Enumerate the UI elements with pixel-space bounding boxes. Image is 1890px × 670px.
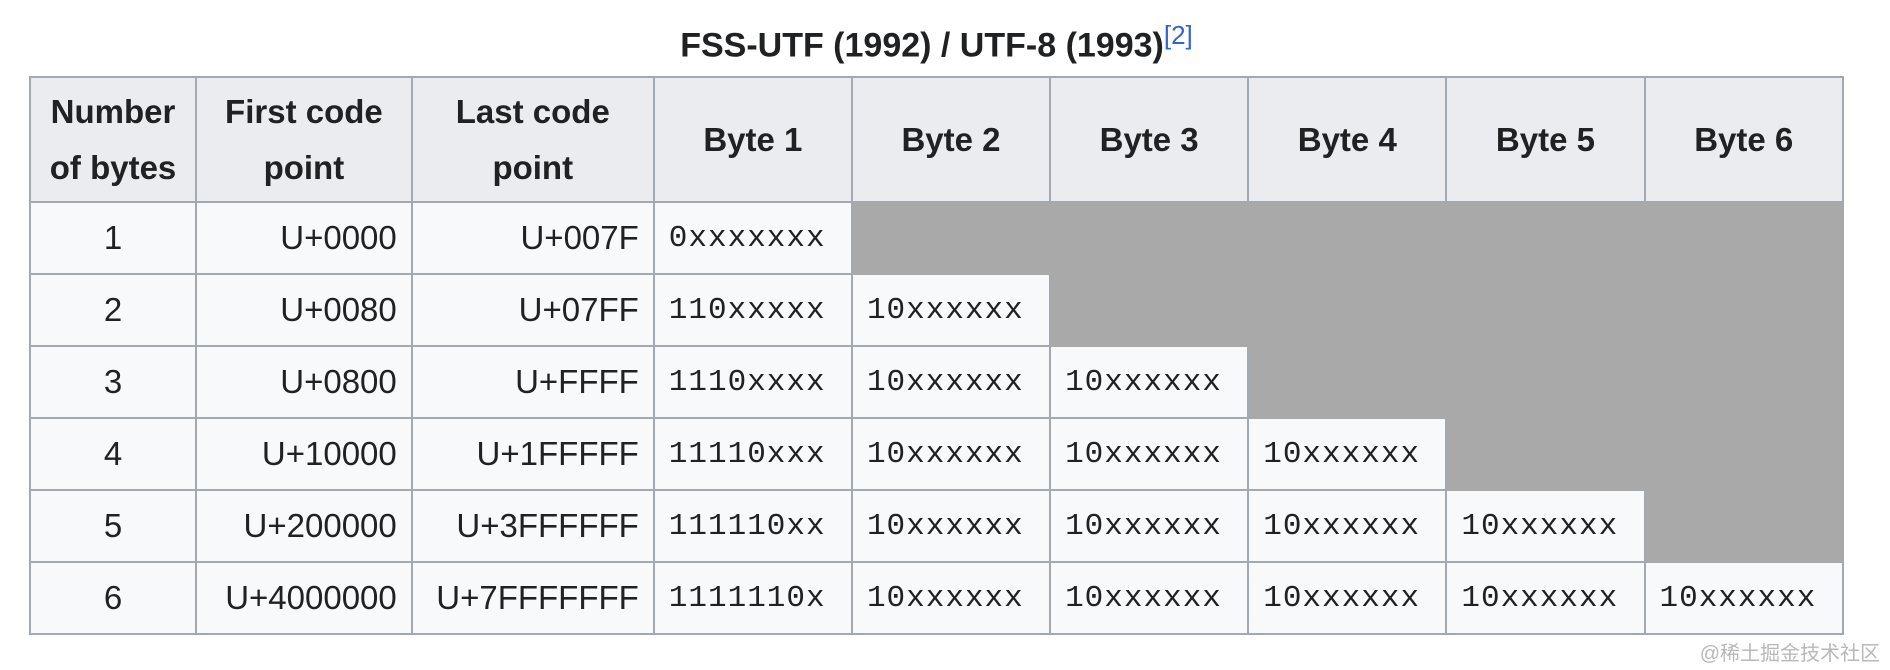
byte-cell: 10xxxxxx: [850, 561, 1052, 635]
byte-cell: 10xxxxxx: [1049, 345, 1250, 419]
unused-byte-cell: [1445, 345, 1646, 419]
first-code-point-cell: U+0080: [195, 273, 413, 347]
last-code-point-cell: U+007F: [410, 201, 655, 275]
caption-title: FSS-UTF (1992) / UTF-8 (1993): [680, 26, 1164, 65]
number-of-bytes-cell: 1: [28, 201, 198, 275]
byte-cell: 10xxxxxx: [1445, 561, 1646, 635]
byte-cell: 1111110x: [652, 561, 853, 635]
table-row: 4 U+10000 U+1FFFFF 11110xxx 10xxxxxx 10xxxxxx…: [28, 417, 1844, 491]
utf8-encoding-table: Number of bytes First code point Last code…: [28, 76, 1844, 635]
unused-byte-cell: [1445, 417, 1646, 491]
last-code-point-cell: U+3FFFFFF: [410, 489, 655, 563]
unused-byte-cell: [1643, 201, 1844, 275]
unused-byte-cell: [1643, 273, 1844, 347]
unused-byte-cell: [1643, 417, 1844, 491]
column-header: Byte 4: [1247, 76, 1448, 203]
byte-cell: 10xxxxxx: [1445, 489, 1646, 563]
unused-byte-cell: [1247, 273, 1448, 347]
byte-cell: 111110xx: [652, 489, 853, 563]
column-header: Last code point: [410, 76, 655, 203]
reference-link[interactable]: [2]: [1163, 20, 1193, 50]
number-of-bytes-cell: 6: [28, 561, 198, 635]
byte-cell: 11110xxx: [652, 417, 853, 491]
unused-byte-cell: [1049, 273, 1250, 347]
last-code-point-cell: U+07FF: [410, 273, 655, 347]
table-row: 3 U+0800 U+FFFF 1110xxxx 10xxxxxx 10xxxxxx: [28, 345, 1844, 419]
unused-byte-cell: [1643, 489, 1844, 563]
watermark: @稀土掘金技术社区: [1699, 643, 1880, 665]
table-row: 1 U+0000 U+007F 0xxxxxxx: [28, 201, 1844, 275]
byte-cell: 10xxxxxx: [850, 417, 1052, 491]
byte-cell: 10xxxxxx: [1049, 417, 1250, 491]
first-code-point-cell: U+200000: [195, 489, 413, 563]
unused-byte-cell: [1247, 201, 1448, 275]
column-header: Byte 5: [1445, 76, 1646, 203]
number-of-bytes-cell: 4: [28, 417, 198, 491]
header-row: Number of bytes First code point Last code…: [28, 76, 1844, 203]
byte-cell: 10xxxxxx: [850, 489, 1052, 563]
column-header: Byte 6: [1643, 76, 1844, 203]
first-code-point-cell: U+0800: [195, 345, 413, 419]
byte-cell: 10xxxxxx: [1247, 417, 1448, 491]
byte-cell: 10xxxxxx: [1247, 489, 1448, 563]
byte-cell: 10xxxxxx: [1247, 561, 1448, 635]
unused-byte-cell: [1247, 345, 1448, 419]
first-code-point-cell: U+4000000: [195, 561, 413, 635]
table-caption: FSS-UTF (1992) / UTF-8 (1993)[2]: [29, 20, 1844, 65]
number-of-bytes-cell: 5: [28, 489, 198, 563]
column-header: First code point: [195, 76, 413, 203]
unused-byte-cell: [1445, 273, 1646, 347]
last-code-point-cell: U+1FFFFF: [410, 417, 655, 491]
byte-cell: 10xxxxxx: [850, 273, 1052, 347]
column-header: Number of bytes: [28, 76, 198, 203]
unused-byte-cell: [1643, 345, 1844, 419]
first-code-point-cell: U+10000: [195, 417, 413, 491]
byte-cell: 10xxxxxx: [1643, 561, 1844, 635]
last-code-point-cell: U+FFFF: [410, 345, 655, 419]
byte-cell: 10xxxxxx: [850, 345, 1052, 419]
byte-cell: 110xxxxx: [652, 273, 853, 347]
table-row: 2 U+0080 U+07FF 110xxxxx 10xxxxxx: [28, 273, 1844, 347]
column-header: Byte 3: [1049, 76, 1250, 203]
number-of-bytes-cell: 3: [28, 345, 198, 419]
table-row: 6 U+4000000 U+7FFFFFFF 1111110x 10xxxxxx 10xx…: [28, 561, 1844, 635]
byte-cell: 1110xxxx: [652, 345, 853, 419]
last-code-point-cell: U+7FFFFFFF: [410, 561, 655, 635]
column-header: Byte 1: [652, 76, 853, 203]
byte-cell: 10xxxxxx: [1049, 489, 1250, 563]
column-header: Byte 2: [850, 76, 1052, 203]
table-row: 5 U+200000 U+3FFFFFF 111110xx 10xxxxxx 10xxxx…: [28, 489, 1844, 563]
first-code-point-cell: U+0000: [195, 201, 413, 275]
unused-byte-cell: [1445, 201, 1646, 275]
byte-cell: 0xxxxxxx: [652, 201, 853, 275]
byte-cell: 10xxxxxx: [1049, 561, 1250, 635]
unused-byte-cell: [1049, 201, 1250, 275]
unused-byte-cell: [850, 201, 1052, 275]
number-of-bytes-cell: 2: [28, 273, 198, 347]
